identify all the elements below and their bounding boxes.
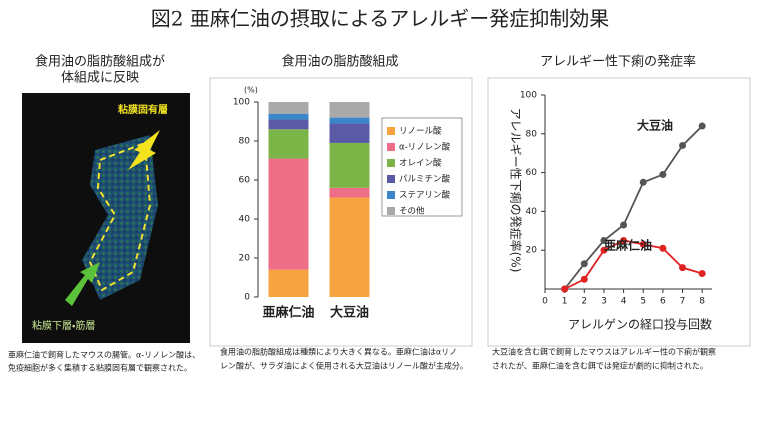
micrograph [22, 93, 190, 343]
point [620, 237, 628, 244]
bar-segment [329, 123, 370, 143]
y-tick-label: 80 [239, 137, 251, 147]
y-unit: (%) [244, 86, 258, 95]
x-tick-label: 亜麻仁油 [262, 305, 314, 321]
caption: されたが、亜麻仁油を含む餌では発症が劇的に抑制された。 [492, 361, 708, 371]
outline [88, 141, 152, 292]
x-tick-label: 6 [660, 297, 666, 307]
y-tick-label: 40 [239, 215, 251, 225]
legend-label: パルミチン酸 [399, 174, 451, 185]
bar-segment [329, 102, 370, 118]
y-tick-label: 80 [526, 129, 538, 139]
photo-label: 粘膜固有層 [118, 103, 168, 116]
point [620, 221, 628, 229]
series-label: 亜麻仁油 [604, 238, 652, 253]
x-axis-label: アレルゲンの経口投与回数 [568, 317, 712, 332]
point [679, 141, 687, 149]
y-tick-label: 60 [239, 176, 251, 186]
point [600, 237, 608, 244]
x-tick-label: 0 [542, 297, 548, 307]
series-line [564, 239, 703, 290]
point [580, 275, 588, 283]
x-tick-label: 5 [640, 297, 646, 307]
panel-heading: 食用油の脂肪酸組成が [35, 54, 165, 70]
y-tick-label: 0 [244, 293, 250, 303]
legend [381, 117, 463, 217]
legend-swatch [387, 159, 395, 167]
legend-swatch [387, 191, 395, 199]
y-tick-label: 60 [526, 168, 538, 178]
bar-segment [329, 117, 370, 124]
caption: 亜麻仁油で飼育したマウスの腸管。α-リノレン酸は、 [8, 350, 200, 360]
tissue [82, 135, 158, 300]
bar-segment [268, 129, 309, 159]
point [600, 246, 608, 254]
y-tick-label: 100 [520, 91, 537, 101]
x-tick-label: 大豆油 [330, 305, 369, 321]
panel-frame [487, 77, 751, 347]
bar-segment [268, 158, 309, 270]
point [639, 240, 647, 248]
point [698, 269, 706, 277]
caption: 大豆油を含む餌で飼育したマウスはアレルギー性の下痢が観察 [492, 347, 716, 357]
legend-swatch [387, 143, 395, 151]
panel-heading: 体組成に反映 [61, 71, 139, 86]
y-tick-label: 20 [526, 246, 538, 256]
point [698, 122, 706, 130]
x-tick-label: 3 [601, 297, 607, 307]
y-axis-label: アレルギー性下痢の発症率(%) [509, 108, 523, 273]
bar-segment [268, 269, 309, 297]
legend-label: リノール酸 [399, 126, 442, 137]
point [580, 260, 588, 268]
y-tick-label: 20 [239, 254, 251, 264]
caption: 食用油の脂肪酸組成は種類により大きく異なる。亜麻仁油はαリノ [220, 347, 457, 357]
series-line [563, 125, 703, 290]
x-tick-label: 1 [562, 297, 568, 307]
bar-segment [268, 119, 309, 130]
bar-segment [329, 187, 370, 198]
legend-swatch [387, 175, 395, 183]
legend-swatch [387, 207, 395, 215]
chart-title: アレルギー性下痢の発症率 [540, 55, 696, 70]
y-tick-label: 40 [526, 207, 538, 217]
figure-title: 図2 亜麻仁油の摂取によるアレルギー発症抑制効果 [151, 7, 609, 31]
point [659, 244, 667, 252]
bar-segment [329, 142, 370, 188]
point [561, 285, 569, 293]
arrow [65, 262, 100, 306]
bar-segment [268, 113, 309, 120]
caption: レン酸が、サラダ油によく使用される大豆油はリノール酸が主成分。 [220, 361, 468, 371]
legend-label: その他 [399, 206, 425, 217]
point [639, 178, 647, 186]
bar-segment [329, 197, 370, 297]
x-tick-label: 4 [621, 297, 627, 307]
arrow [128, 130, 160, 170]
bar-segment [268, 102, 309, 114]
legend-label: α-リノレン酸 [399, 142, 451, 153]
photo-label: 粘膜下層・筋層 [32, 319, 95, 332]
panel-frame [209, 77, 473, 347]
y-tick-label: 100 [233, 98, 250, 108]
caption: 免疫細胞が多く集積する粘膜固有層で観察された。 [8, 363, 192, 373]
x-tick-label: 8 [699, 297, 705, 307]
x-tick-label: 2 [581, 297, 587, 307]
legend-label: オレイン酸 [399, 158, 442, 169]
series-label: 大豆油 [637, 118, 673, 133]
legend-label: ステアリン酸 [399, 190, 451, 201]
x-tick-label: 7 [680, 297, 686, 307]
point [679, 264, 687, 272]
chart-title: 食用油の脂肪酸組成 [281, 54, 398, 70]
legend-swatch [387, 127, 395, 135]
point [659, 171, 667, 179]
